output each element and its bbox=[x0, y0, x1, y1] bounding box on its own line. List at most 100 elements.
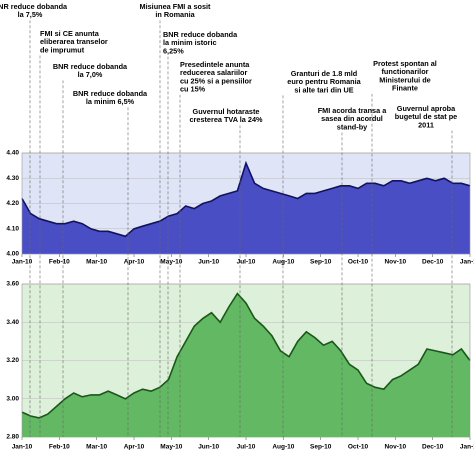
annotation-line-text: FMI acorda transa a bbox=[318, 106, 387, 115]
area bbox=[22, 163, 470, 254]
annotation-line-text: BNR reduce dobanda bbox=[53, 62, 128, 71]
annotation-line-text: Presedintele anunta bbox=[180, 60, 250, 69]
annotation-bg bbox=[186, 107, 266, 126]
x-tick-label: Dec-10 bbox=[422, 444, 444, 451]
annotation-line-text: BNR reduce dobanda bbox=[0, 2, 68, 11]
annotation-bg bbox=[368, 59, 442, 94]
annotation: Guvernul aproba bugetul de stat pe 2011 bbox=[395, 104, 457, 129]
x-tick-label: May-10 bbox=[160, 259, 182, 266]
x-tick-label: Aug-10 bbox=[272, 444, 294, 451]
annotation-line-text: BNR reduce dobanda bbox=[73, 89, 148, 98]
annotation: Guvernul hotaraste cresterea TVA la 24% bbox=[189, 107, 263, 124]
annotation-line-text: Guvernul aproba bbox=[397, 104, 456, 113]
y-tick-label: 3.20 bbox=[6, 357, 19, 364]
annotation-line-text: Granturi de 1.8 mld bbox=[291, 69, 358, 78]
y-tick-label: 4.30 bbox=[6, 175, 19, 182]
annotation: FMI acorda transa a sasea din acordul stan… bbox=[318, 106, 387, 131]
annotation-line-text: Finante bbox=[392, 84, 418, 93]
x-tick-label: Jan-10 bbox=[12, 259, 33, 266]
annotation-line-text: la minim istoric bbox=[163, 38, 217, 47]
y-tick-label: 4.00 bbox=[6, 251, 19, 258]
annotation: Protest spontan al functionarilor Minister… bbox=[373, 59, 437, 93]
annotation-line-text: in Romania bbox=[155, 10, 195, 19]
y-tick-label: 3.60 bbox=[6, 281, 19, 288]
annotation-bg bbox=[53, 62, 127, 81]
annotation-bg bbox=[162, 30, 235, 57]
annotation-line-text: Protest spontan al bbox=[373, 59, 437, 68]
annotation-bg bbox=[313, 106, 391, 133]
annotation-line-text: Ministerului de bbox=[379, 75, 431, 84]
annotation-bg bbox=[179, 60, 263, 95]
annotation-bg bbox=[389, 104, 463, 131]
line bbox=[21, 292, 471, 419]
annotation-line-text: la minim 6,5% bbox=[86, 97, 135, 106]
x-tick-label: Jan-11 bbox=[460, 444, 474, 451]
annotation: Misiunea FMI a sosit in Romania bbox=[140, 2, 212, 19]
annotation: BNR reduce dobanda la 7,5% bbox=[0, 2, 68, 19]
annotation-line-text: la 7,5% bbox=[18, 10, 43, 19]
x-tick-label: Jun-10 bbox=[198, 259, 219, 266]
y-tick-label: 4.20 bbox=[6, 200, 19, 207]
x-tick-label: Aug-10 bbox=[272, 259, 294, 266]
annotation-line-text: BNR reduce dobanda bbox=[163, 30, 238, 39]
annotation: BNR reduce dobanda la 7,0% bbox=[53, 62, 128, 79]
annotation: BNR reduce dobanda la minim 6,5% bbox=[73, 89, 148, 106]
annotation-line-text: Guvernul hotaraste bbox=[193, 107, 260, 116]
annotation-bg bbox=[39, 29, 119, 56]
annotation-line-text: 6,25% bbox=[163, 46, 184, 55]
x-tick-label: Oct-10 bbox=[348, 259, 369, 266]
x-tick-label: Apr-10 bbox=[124, 444, 145, 451]
annotation-line-text: functionarilor bbox=[381, 67, 428, 76]
annotation-line-text: de imprumut bbox=[40, 45, 85, 54]
x-tick-label: Jul-10 bbox=[237, 259, 256, 266]
x-tick-label: Mar-10 bbox=[86, 444, 107, 451]
x-tick-label: Sep-10 bbox=[310, 444, 332, 451]
annotation-line-text: cu 25% si a pensiilor bbox=[180, 76, 252, 85]
annotation-bg bbox=[0, 2, 67, 21]
annotation-line-text: la 7,0% bbox=[78, 70, 103, 79]
y-tick-label: 3.40 bbox=[6, 319, 19, 326]
annotation-line-text: eliberarea transelor bbox=[40, 37, 108, 46]
annotation-line-text: sasea din acordul bbox=[321, 114, 383, 123]
plot-frame bbox=[21, 152, 471, 255]
annotation-line-text: 2011 bbox=[418, 120, 434, 129]
x-tick-label: Dec-10 bbox=[422, 259, 444, 266]
y-tick-label: 2.80 bbox=[6, 434, 19, 441]
annotation-line-text: Misiunea FMI a sosit bbox=[140, 2, 212, 11]
x-tick-label: Sep-10 bbox=[310, 259, 332, 266]
annotation: BNR reduce dobanda la minim istoric 6,25% bbox=[163, 30, 238, 55]
x-tick-label: Jan-10 bbox=[12, 444, 33, 451]
line bbox=[21, 160, 471, 238]
annotation-line-text: cu 15% bbox=[180, 85, 206, 94]
annotation-line-text: cresterea TVA la 24% bbox=[189, 115, 263, 124]
x-tick-label: Jun-10 bbox=[198, 444, 219, 451]
annotation: Presedintele anunta reducerea salariilor c… bbox=[180, 60, 252, 94]
annotation-bg bbox=[285, 69, 363, 96]
annotation-bg bbox=[135, 2, 215, 21]
y-tick-label: 4.40 bbox=[6, 150, 19, 157]
annotation: Granturi de 1.8 mld euro pentru Romania si… bbox=[287, 69, 361, 94]
annotation-line-text: reducerea salariilor bbox=[180, 68, 247, 77]
x-tick-label: Mar-10 bbox=[86, 259, 107, 266]
annotation-line-text: bugetul de stat pe bbox=[395, 112, 457, 121]
x-tick-label: Jan-11 bbox=[460, 259, 474, 266]
annotation-line-text: FMI si CE anunta bbox=[40, 29, 100, 38]
annotation-bg bbox=[73, 89, 147, 108]
annotation-line-text: si alte tari din UE bbox=[294, 85, 353, 94]
x-tick-label: Feb-10 bbox=[49, 444, 70, 451]
area bbox=[22, 293, 470, 437]
y-tick-label: 4.10 bbox=[6, 225, 19, 232]
x-tick-label: Apr-10 bbox=[124, 259, 145, 266]
x-tick-label: Jul-10 bbox=[237, 444, 256, 451]
x-tick-label: May-10 bbox=[160, 444, 182, 451]
x-tick-label: Feb-10 bbox=[49, 259, 70, 266]
y-tick-label: 3.00 bbox=[6, 395, 19, 402]
annotation-line-text: stand-by bbox=[337, 122, 368, 131]
x-tick-label: Nov-10 bbox=[384, 259, 406, 266]
x-tick-label: Oct-10 bbox=[348, 444, 369, 451]
annotation-line-text: euro pentru Romania bbox=[287, 77, 361, 86]
plot-frame bbox=[21, 283, 471, 438]
x-tick-label: Nov-10 bbox=[384, 444, 406, 451]
annotation: FMI si CE anunta eliberarea transelor de i… bbox=[40, 29, 108, 54]
